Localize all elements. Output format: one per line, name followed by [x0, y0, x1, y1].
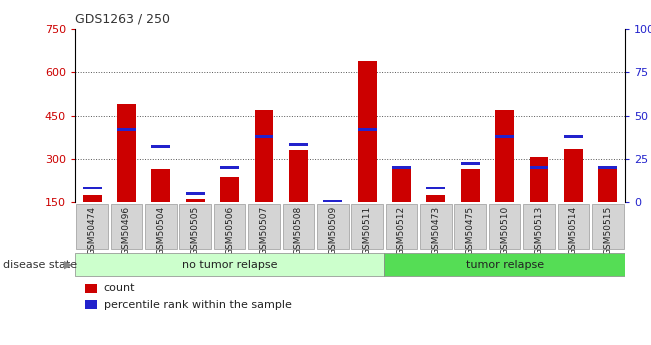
- FancyBboxPatch shape: [145, 205, 176, 249]
- Bar: [495, 135, 514, 138]
- Text: tumor relapse: tumor relapse: [465, 260, 544, 270]
- Text: GSM50474: GSM50474: [87, 206, 96, 255]
- FancyBboxPatch shape: [454, 205, 486, 249]
- Bar: [564, 135, 583, 138]
- Text: GSM50496: GSM50496: [122, 206, 131, 255]
- Bar: [529, 157, 548, 202]
- Bar: [289, 144, 308, 146]
- Text: GDS1263 / 250: GDS1263 / 250: [75, 12, 170, 25]
- FancyBboxPatch shape: [283, 205, 314, 249]
- Text: GSM50505: GSM50505: [191, 206, 200, 255]
- Bar: [152, 145, 171, 148]
- Text: GSM50512: GSM50512: [397, 206, 406, 255]
- Bar: [392, 169, 411, 202]
- FancyBboxPatch shape: [248, 205, 280, 249]
- Bar: [255, 110, 273, 202]
- Text: GSM50514: GSM50514: [569, 206, 578, 255]
- Bar: [324, 200, 342, 203]
- Bar: [564, 149, 583, 202]
- Text: GSM50507: GSM50507: [260, 206, 268, 255]
- Bar: [598, 169, 617, 202]
- Text: GSM50473: GSM50473: [432, 206, 440, 255]
- FancyBboxPatch shape: [384, 253, 625, 276]
- Bar: [83, 187, 102, 189]
- Bar: [83, 195, 102, 202]
- Bar: [357, 61, 376, 202]
- FancyBboxPatch shape: [214, 205, 245, 249]
- Text: GSM50475: GSM50475: [465, 206, 475, 255]
- Text: GSM50509: GSM50509: [328, 206, 337, 255]
- Bar: [255, 135, 273, 138]
- Text: GSM50506: GSM50506: [225, 206, 234, 255]
- Bar: [392, 166, 411, 169]
- Bar: [495, 110, 514, 202]
- Bar: [186, 192, 204, 195]
- FancyBboxPatch shape: [352, 205, 383, 249]
- Text: percentile rank within the sample: percentile rank within the sample: [104, 300, 292, 309]
- FancyBboxPatch shape: [489, 205, 520, 249]
- Text: GSM50515: GSM50515: [603, 206, 613, 255]
- FancyBboxPatch shape: [592, 205, 624, 249]
- Bar: [461, 162, 480, 165]
- Bar: [220, 166, 239, 169]
- Bar: [598, 166, 617, 169]
- Text: count: count: [104, 284, 135, 293]
- Bar: [426, 187, 445, 189]
- Text: GSM50513: GSM50513: [534, 206, 544, 255]
- Text: GSM50504: GSM50504: [156, 206, 165, 255]
- Bar: [117, 104, 136, 202]
- Bar: [426, 195, 445, 202]
- Text: ▶: ▶: [64, 260, 72, 270]
- FancyBboxPatch shape: [557, 205, 589, 249]
- FancyBboxPatch shape: [75, 253, 384, 276]
- FancyBboxPatch shape: [111, 205, 143, 249]
- FancyBboxPatch shape: [180, 205, 211, 249]
- FancyBboxPatch shape: [420, 205, 452, 249]
- Text: GSM50508: GSM50508: [294, 206, 303, 255]
- Text: GSM50510: GSM50510: [500, 206, 509, 255]
- Bar: [152, 169, 171, 202]
- FancyBboxPatch shape: [76, 205, 108, 249]
- Bar: [186, 199, 204, 202]
- Bar: [220, 177, 239, 202]
- Bar: [289, 150, 308, 202]
- Text: no tumor relapse: no tumor relapse: [182, 260, 277, 270]
- Bar: [117, 128, 136, 131]
- Bar: [357, 128, 376, 131]
- Text: GSM50511: GSM50511: [363, 206, 372, 255]
- Text: disease state: disease state: [3, 260, 77, 270]
- Bar: [529, 166, 548, 169]
- FancyBboxPatch shape: [317, 205, 348, 249]
- Bar: [461, 169, 480, 202]
- FancyBboxPatch shape: [385, 205, 417, 249]
- FancyBboxPatch shape: [523, 205, 555, 249]
